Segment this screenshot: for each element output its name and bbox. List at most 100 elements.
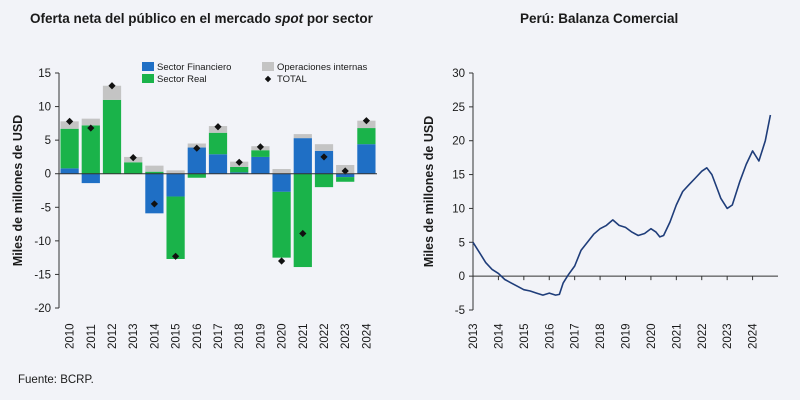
- trade-balance-line: [472, 114, 772, 296]
- bar-sector-financiero: [314, 150, 334, 174]
- bar-operaciones-internas: [102, 85, 122, 100]
- total-marker: [129, 154, 137, 162]
- bar-sector-real: [336, 177, 355, 182]
- total-marker: [108, 82, 116, 90]
- bar-operaciones-internas: [293, 134, 312, 139]
- bar-sector-real: [293, 173, 312, 268]
- bar-operaciones-internas: [81, 118, 100, 126]
- bar-sector-financiero: [251, 156, 270, 174]
- right-x-tick-label: 2013: [468, 323, 480, 349]
- bar-sector-financiero: [357, 144, 376, 174]
- left-x-tick-label: 2018: [234, 323, 246, 349]
- left-y-tick-label: -20: [34, 303, 51, 315]
- bar-sector-financiero: [272, 173, 291, 192]
- right-y-tick-label: -5: [455, 305, 465, 317]
- right-x-tick-label: 2015: [519, 323, 531, 349]
- left-x-tick-label: 2014: [149, 323, 161, 349]
- bar-sector-financiero: [145, 173, 164, 214]
- left-x-tick-label: 2015: [171, 323, 183, 349]
- left-y-axis-label: Miles de millones de USD: [11, 115, 25, 266]
- total-marker: [320, 153, 328, 161]
- bar-sector-financiero: [60, 168, 79, 174]
- bar-sector-real: [124, 162, 143, 174]
- bar-sector-real: [187, 173, 206, 178]
- bar-sector-real: [60, 128, 79, 169]
- total-marker: [172, 252, 180, 260]
- bar-sector-real: [230, 167, 249, 173]
- bar-sector-real: [81, 125, 100, 174]
- bar-sector-real: [357, 128, 376, 145]
- total-marker: [256, 143, 264, 151]
- legend-label: TOTAL: [277, 74, 307, 85]
- bar-sector-real: [166, 196, 185, 259]
- right-y-tick-label: 30: [452, 68, 465, 80]
- total-marker: [193, 144, 201, 152]
- total-marker: [87, 124, 95, 132]
- total-marker: [214, 123, 222, 131]
- left-x-tick-label: 2019: [255, 323, 267, 349]
- bar-sector-financiero: [208, 154, 228, 174]
- right-chart-title: Perú: Balanza Comercial: [520, 11, 679, 26]
- left-x-tick-label: 2010: [65, 323, 77, 349]
- right-x-tick-label: 2023: [722, 323, 734, 349]
- bar-sector-real: [314, 173, 334, 188]
- total-marker: [278, 257, 286, 265]
- left-chart-title: Oferta neta del público en el mercado sp…: [30, 11, 373, 26]
- right-x-tick-label: 2019: [621, 323, 633, 349]
- total-marker: [341, 167, 349, 175]
- bar-sector-financiero: [187, 147, 206, 174]
- left-x-tick-label: 2017: [213, 323, 225, 349]
- bar-operaciones-internas: [60, 121, 79, 129]
- legend-swatch: [142, 62, 154, 71]
- bar-sector-real: [145, 171, 164, 174]
- bar-sector-real: [208, 132, 228, 155]
- legend-swatch: [262, 62, 274, 71]
- right-x-tick-label: 2024: [748, 323, 760, 349]
- bar-sector-financiero: [81, 173, 100, 184]
- left-y-tick-label: 10: [38, 102, 51, 114]
- right-y-tick-label: 10: [452, 203, 465, 215]
- total-marker: [235, 158, 243, 166]
- right-y-tick-label: 20: [452, 136, 465, 148]
- left-y-tick-label: 15: [38, 68, 51, 80]
- total-marker: [299, 229, 307, 238]
- legend-label: Sector Real: [157, 74, 207, 85]
- total-marker: [362, 117, 370, 125]
- legend-swatch: [142, 74, 154, 83]
- left-y-tick-label: -15: [34, 269, 51, 281]
- left-x-tick-label: 2011: [86, 324, 98, 349]
- right-x-tick-label: 2021: [671, 323, 683, 349]
- legend-label: Operaciones internas: [277, 62, 368, 73]
- right-x-tick-label: 2014: [493, 323, 505, 349]
- left-y-tick-label: 5: [45, 135, 51, 147]
- left-x-tick-label: 2020: [277, 323, 289, 349]
- source-note: Fuente: BCRP.: [18, 374, 94, 386]
- right-x-tick-label: 2022: [697, 323, 709, 349]
- bar-sector-real: [272, 191, 291, 258]
- left-x-tick-label: 2021: [298, 323, 310, 349]
- right-y-axis-label: Miles de millones de USD: [422, 116, 436, 267]
- bar-sector-financiero: [166, 173, 185, 197]
- left-x-tick-label: 2012: [107, 323, 119, 349]
- left-y-tick-label: 0: [45, 169, 51, 181]
- bar-sector-financiero: [293, 138, 312, 174]
- bar-operaciones-internas: [357, 120, 376, 129]
- left-x-tick-label: 2013: [128, 323, 140, 349]
- total-marker: [150, 200, 158, 208]
- right-y-tick-label: 15: [452, 170, 465, 182]
- left-x-tick-label: 2023: [340, 323, 352, 349]
- total-marker: [66, 117, 74, 125]
- bar-sector-financiero: [230, 172, 249, 174]
- left-y-tick-label: -5: [41, 202, 51, 214]
- right-x-tick-label: 2018: [595, 323, 607, 349]
- bar-sector-real: [102, 99, 122, 174]
- left-x-tick-label: 2016: [192, 323, 204, 349]
- right-y-tick-label: 5: [459, 237, 465, 249]
- bar-operaciones-internas: [166, 170, 185, 174]
- left-y-tick-label: -10: [34, 236, 51, 248]
- right-x-tick-label: 2017: [570, 323, 582, 349]
- bar-sector-financiero: [336, 173, 355, 178]
- bar-operaciones-internas: [145, 165, 164, 172]
- left-x-tick-label: 2024: [361, 323, 373, 349]
